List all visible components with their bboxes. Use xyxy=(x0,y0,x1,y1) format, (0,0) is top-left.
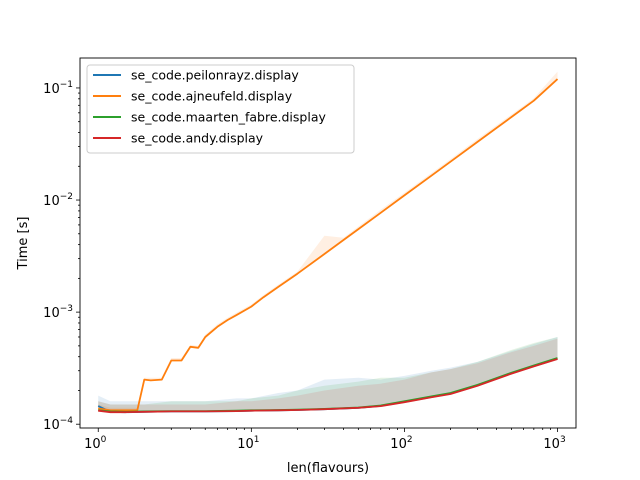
y-tick-label: 10−1 xyxy=(43,80,73,97)
legend-frame xyxy=(86,64,355,154)
series-line-1 xyxy=(98,78,559,412)
legend: se_code.peilonrayz.display se_code.ajneuf… xyxy=(86,64,355,154)
x-axis-label: len(flavours) xyxy=(287,461,369,476)
y-tick-label: 10−4 xyxy=(43,416,73,433)
series-lines xyxy=(97,78,559,414)
legend-label: se_code.ajneufeld.display xyxy=(131,89,293,104)
legend-label: se_code.maarten_fabre.display xyxy=(131,110,326,125)
series-line-3 xyxy=(98,358,558,414)
x-axis: 100 101 102 103 xyxy=(84,428,566,452)
x-tick-label: 103 xyxy=(543,435,565,452)
legend-label: se_code.peilonrayz.display xyxy=(131,68,299,83)
y-tick-label: 10−2 xyxy=(43,192,73,209)
series-band-1 xyxy=(98,71,558,412)
legend-label: se_code.andy.display xyxy=(131,131,264,146)
plot-frame xyxy=(79,57,577,429)
x-tick-label: 101 xyxy=(237,435,259,452)
x-tick-label: 102 xyxy=(390,435,412,452)
x-tick-label: 100 xyxy=(84,435,107,452)
y-axis: 10−4 10−3 10−2 10−1 xyxy=(43,80,80,433)
y-axis-label: Time [s] xyxy=(16,217,31,271)
y-tick-label: 10−3 xyxy=(43,304,73,321)
